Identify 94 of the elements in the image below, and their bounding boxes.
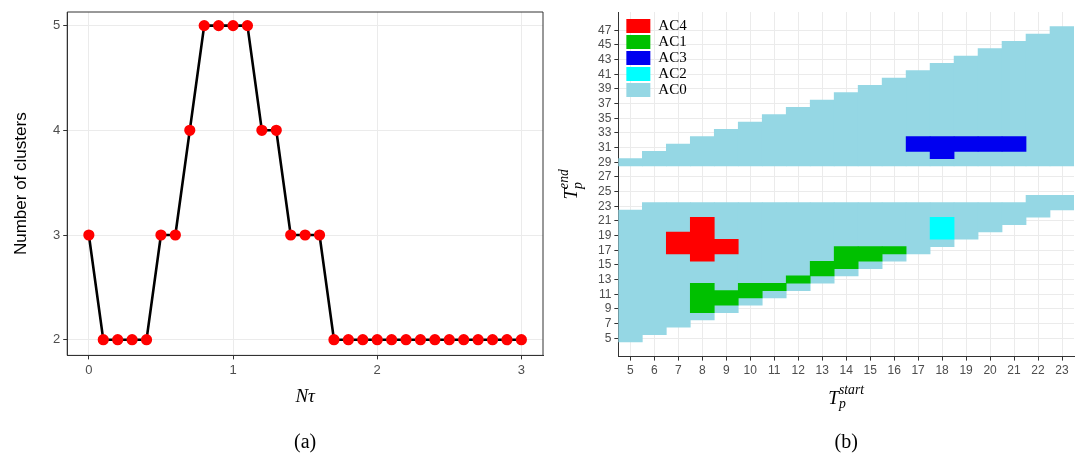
- y-tick-label: 4: [53, 121, 61, 137]
- x-tick-label: 13: [815, 363, 830, 378]
- point: [198, 20, 210, 32]
- point: [184, 124, 196, 136]
- point: [414, 334, 427, 346]
- legend-label: AC1: [658, 33, 687, 50]
- x-tick-label: 18: [935, 363, 950, 378]
- point: [126, 334, 138, 346]
- x-tick-label: 17: [911, 363, 926, 378]
- y-tick-label: 41: [597, 66, 612, 81]
- x-tick-label: 5: [626, 363, 634, 378]
- y-tick-label: 35: [597, 110, 612, 125]
- x-tick-label: 21: [1007, 363, 1022, 378]
- y-tick-label: 45: [597, 37, 612, 52]
- legend-label: AC0: [658, 81, 687, 98]
- x-tick-label: 9: [722, 363, 730, 378]
- point: [97, 334, 109, 346]
- y-tick-label: 25: [597, 183, 612, 198]
- y-tick-label: 39: [597, 81, 612, 96]
- y-tick-label: 29: [597, 154, 612, 169]
- x-tick-label: 14: [839, 363, 854, 378]
- point: [213, 20, 225, 32]
- text: (b): [834, 430, 858, 454]
- x-tick-label: 6: [650, 363, 658, 378]
- y-tick-label: 31: [597, 139, 612, 154]
- point: [342, 334, 354, 346]
- y-tick-label: 3: [53, 226, 61, 242]
- x-axis-title: Nτ: [294, 385, 317, 407]
- point: [371, 334, 383, 346]
- y-tick-label: 17: [597, 242, 612, 257]
- x-tick-label: 12: [791, 363, 806, 378]
- bar: [929, 216, 955, 240]
- point: [386, 334, 398, 346]
- y-tick-label: 33: [597, 125, 612, 140]
- x-tick-label: 23: [1055, 363, 1069, 378]
- point: [140, 334, 153, 346]
- y-tick-label: 13: [597, 271, 612, 286]
- bar: [881, 253, 907, 262]
- point: [227, 20, 239, 32]
- point: [486, 334, 499, 346]
- bar: [737, 297, 763, 306]
- legend-label: AC3: [658, 49, 687, 66]
- point: [400, 334, 412, 346]
- y-tick-label: 7: [604, 315, 612, 330]
- point: [270, 124, 282, 136]
- point: [515, 334, 527, 346]
- legend-label: AC4: [658, 17, 688, 34]
- x-tick-label: 11: [767, 363, 781, 378]
- point: [443, 334, 455, 346]
- y-tick-label: 43: [597, 51, 612, 66]
- point: [299, 229, 311, 241]
- x-tick-label: 10: [743, 363, 758, 378]
- text: (a): [294, 430, 317, 454]
- y-tick-label: 21: [597, 213, 612, 228]
- y-tick-label: 15: [597, 257, 612, 272]
- x-tick-label: 3: [517, 361, 525, 377]
- y-tick-label: 2: [53, 331, 61, 347]
- x-tick-label: 7: [674, 363, 682, 378]
- y-tick-label: 27: [597, 169, 612, 184]
- point: [501, 334, 513, 346]
- point: [241, 20, 254, 32]
- point: [328, 334, 340, 346]
- point: [169, 229, 181, 241]
- x-tick-label: 19: [959, 363, 974, 378]
- point: [472, 334, 484, 346]
- x-tick-label: 20: [983, 363, 998, 378]
- x-tick-label: 2: [373, 361, 381, 377]
- legend-label: AC2: [658, 65, 687, 82]
- point: [429, 334, 441, 346]
- bar: [809, 275, 835, 284]
- y-tick-label: 5: [604, 330, 612, 345]
- x-tick-label: 15: [863, 363, 878, 378]
- y-tick-label: 37: [597, 95, 612, 110]
- point: [256, 124, 268, 136]
- point: [112, 334, 124, 346]
- y-axis-title: Tpend: [555, 168, 586, 200]
- y-axis-title: Number of clusters: [10, 112, 30, 256]
- point: [357, 334, 369, 346]
- y-tick-label: 11: [598, 286, 612, 301]
- point: [313, 229, 326, 241]
- x-tick-label: 22: [1031, 363, 1046, 378]
- y-tick-label: 5: [53, 17, 61, 33]
- x-tick-label: 1: [229, 361, 237, 377]
- point: [285, 229, 297, 241]
- y-tick-label: 9: [604, 301, 612, 316]
- point: [83, 229, 95, 241]
- y-tick-label: 47: [597, 22, 612, 37]
- x-tick-label: 8: [698, 363, 706, 378]
- x-tick-label: 0: [85, 361, 93, 377]
- point: [155, 229, 167, 241]
- x-tick-label: 16: [887, 363, 902, 378]
- point: [458, 334, 470, 346]
- y-tick-label: 19: [597, 227, 612, 242]
- y-tick-label: 23: [597, 198, 612, 213]
